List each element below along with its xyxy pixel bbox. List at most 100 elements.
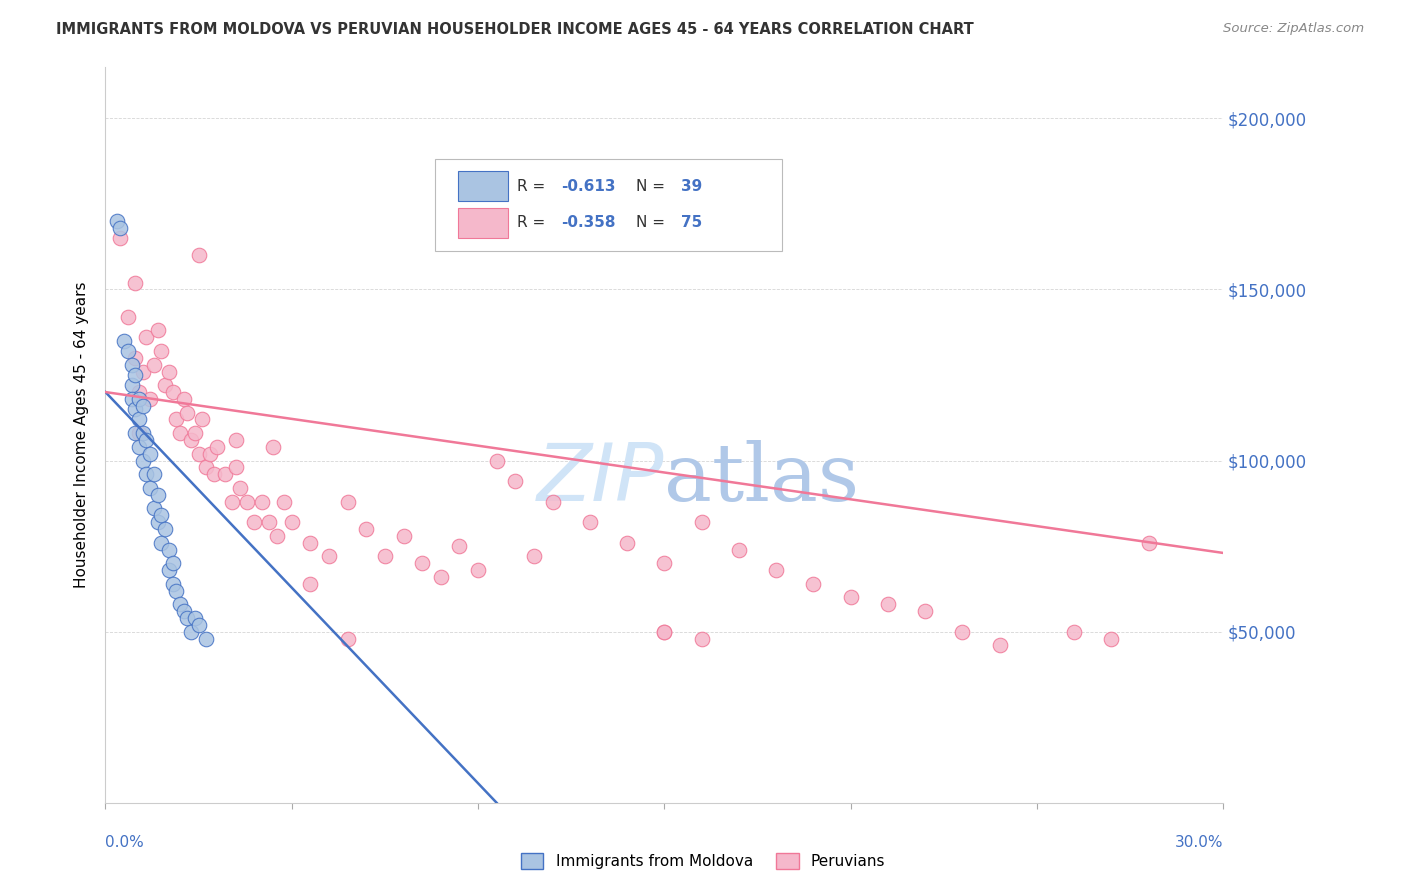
Text: -0.613: -0.613 [561,178,616,194]
Text: N =: N = [637,178,671,194]
Point [236,494,259,508]
Point [169,597,191,611]
Point [112,334,135,348]
Point [117,310,139,324]
Point [139,392,162,406]
Point [187,617,209,632]
Point [336,632,359,646]
Point [157,563,180,577]
Point [299,535,322,549]
Point [128,440,150,454]
Point [221,494,243,508]
Point [485,453,508,467]
Text: atlas: atlas [665,440,859,518]
Point [132,399,155,413]
Point [259,515,281,529]
Point [195,460,218,475]
Point [162,385,184,400]
Point [132,426,155,441]
Point [195,632,218,646]
Point [262,440,284,454]
Point [1137,535,1160,549]
Point [392,529,415,543]
Point [157,365,180,379]
Point [124,276,146,290]
Point [117,343,139,358]
Point [225,460,247,475]
Point [449,539,471,553]
Point [652,624,676,639]
Point [503,474,526,488]
Point [187,248,209,262]
Point [765,563,787,577]
Point [877,597,900,611]
Point [228,481,250,495]
Point [523,549,546,564]
Text: 0.0%: 0.0% [105,835,145,850]
Point [165,583,187,598]
Legend: Immigrants from Moldova, Peruvians: Immigrants from Moldova, Peruvians [515,847,891,875]
Point [162,556,184,570]
Point [176,611,198,625]
Point [266,529,288,543]
Point [110,231,132,245]
Point [153,378,176,392]
Point [202,467,225,482]
Point [139,447,162,461]
Point [135,433,157,447]
Point [184,611,207,625]
Point [135,330,157,344]
Point [191,412,214,426]
Point [128,392,150,406]
Point [173,392,195,406]
Point [153,522,176,536]
Point [803,576,825,591]
Point [467,563,489,577]
Text: IMMIGRANTS FROM MOLDOVA VS PERUVIAN HOUSEHOLDER INCOME AGES 45 - 64 YEARS CORREL: IMMIGRANTS FROM MOLDOVA VS PERUVIAN HOUS… [56,22,974,37]
Point [162,576,184,591]
Point [1099,632,1122,646]
Point [146,515,169,529]
Point [273,494,295,508]
Point [157,542,180,557]
Point [124,426,146,441]
FancyBboxPatch shape [436,159,782,251]
Point [281,515,304,529]
Text: 75: 75 [681,215,703,230]
Point [121,358,143,372]
Point [142,467,165,482]
Text: R =: R = [517,178,550,194]
Y-axis label: Householder Income Ages 45 - 64 years: Householder Income Ages 45 - 64 years [75,282,90,588]
Point [110,220,132,235]
Point [169,426,191,441]
Point [299,576,322,591]
Point [124,368,146,382]
Point [198,447,221,461]
Point [250,494,273,508]
Point [988,638,1011,652]
Point [411,556,433,570]
Point [652,556,676,570]
Point [128,412,150,426]
Point [180,433,202,447]
Point [214,467,236,482]
Text: 39: 39 [681,178,703,194]
Point [354,522,377,536]
Point [146,323,169,337]
Point [142,501,165,516]
Point [541,494,564,508]
Point [225,433,247,447]
Point [150,535,173,549]
Point [121,378,143,392]
Point [139,481,162,495]
Point [150,508,173,523]
Point [180,624,202,639]
Point [243,515,266,529]
Point [1063,624,1085,639]
Text: N =: N = [637,215,671,230]
Text: Source: ZipAtlas.com: Source: ZipAtlas.com [1223,22,1364,36]
Point [579,515,602,529]
Point [173,604,195,618]
Text: -0.358: -0.358 [561,215,616,230]
Point [690,632,713,646]
